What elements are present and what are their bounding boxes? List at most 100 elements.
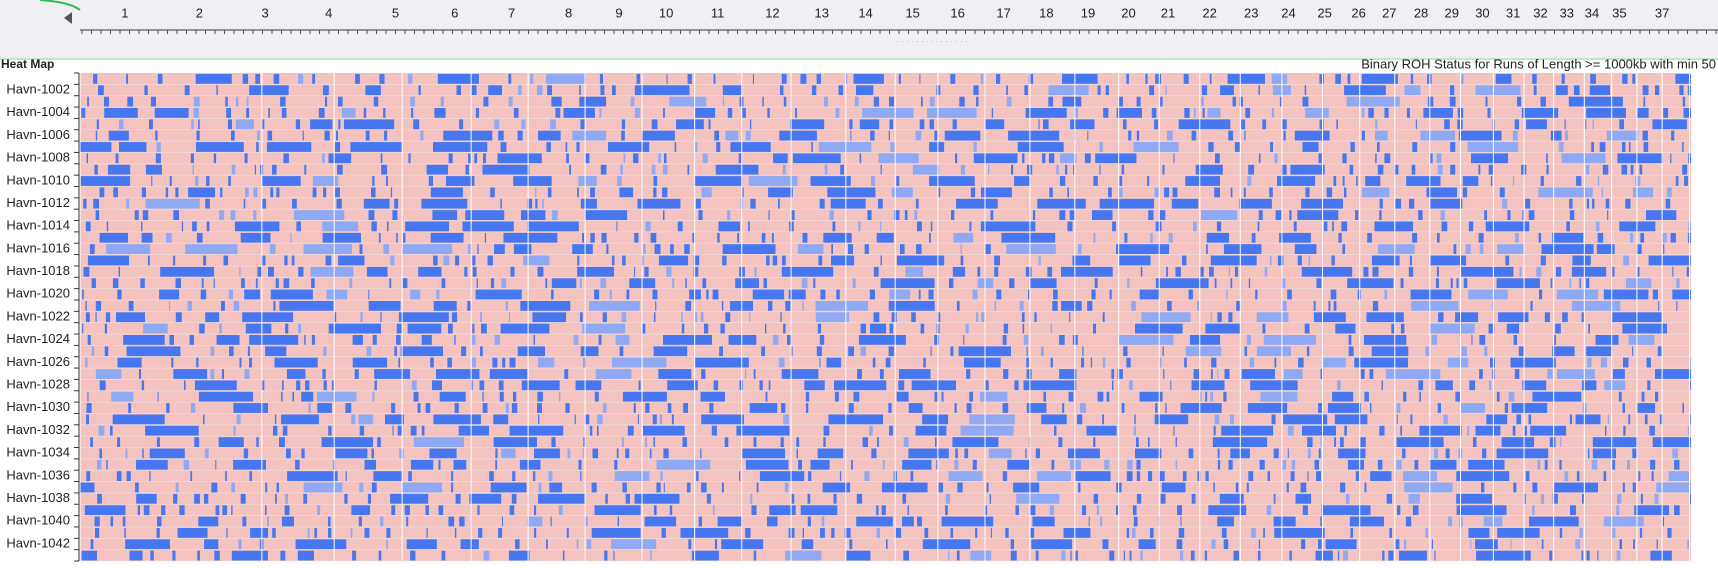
roh-segment: [456, 494, 461, 504]
roh-segment: [614, 460, 617, 470]
roh-segment: [889, 131, 890, 141]
roh-segment: [214, 278, 215, 288]
roh-segment: [534, 335, 535, 345]
roh-segment: [1382, 380, 1383, 390]
roh-segment: [978, 278, 994, 288]
roh-segment: [433, 415, 481, 425]
roh-segment: [1059, 369, 1076, 379]
roh-segment: [1087, 301, 1092, 311]
roh-segment: [1545, 312, 1550, 322]
roh-segment: [287, 369, 306, 379]
roh-segment: [476, 108, 479, 118]
roh-segment: [1060, 153, 1076, 163]
roh-segment: [1145, 74, 1147, 84]
sample-label: Havn-1032: [6, 422, 70, 437]
roh-segment: [818, 449, 844, 459]
drag-handle[interactable]: · · · · · · · · · · · · · · ·: [896, 37, 967, 46]
roh-segment: [365, 460, 377, 470]
roh-segment: [323, 233, 361, 243]
roh-segment: [709, 403, 713, 413]
roh-segment: [654, 437, 656, 447]
roh-segment: [396, 233, 398, 243]
roh-segment: [836, 108, 840, 118]
roh-segment: [1257, 312, 1289, 322]
roh-segment: [246, 324, 272, 334]
roh-segment: [283, 426, 288, 436]
roh-segment: [276, 188, 279, 198]
roh-segment: [509, 551, 530, 561]
roh-segment: [823, 233, 851, 243]
roh-segment: [483, 153, 486, 163]
roh-segment: [1372, 256, 1400, 266]
roh-segment: [878, 199, 883, 209]
roh-segment: [80, 142, 111, 152]
roh-segment: [1370, 403, 1371, 413]
sample-label: Havn-1038: [6, 490, 70, 505]
roh-segment: [645, 517, 677, 527]
roh-segment: [1455, 392, 1460, 402]
roh-segment: [1370, 471, 1391, 481]
roh-segment: [1091, 358, 1092, 368]
roh-segment: [1081, 358, 1084, 368]
roh-segment: [234, 426, 236, 436]
roh-segment: [619, 188, 633, 198]
roh-segment: [623, 392, 667, 402]
roh-segment: [1572, 301, 1621, 311]
roh-segment: [672, 278, 674, 288]
roh-segment: [736, 426, 789, 436]
roh-segment: [144, 505, 150, 515]
roh-segment: [504, 233, 558, 243]
roh-segment: [701, 483, 707, 493]
roh-segment: [681, 528, 729, 538]
roh-segment: [576, 142, 579, 152]
roh-segment: [205, 199, 210, 209]
roh-segment: [1163, 369, 1164, 379]
roh-segment: [1060, 176, 1065, 186]
roh-segment: [991, 210, 994, 220]
roh-segment: [1203, 108, 1205, 118]
roh-segment: [534, 505, 536, 515]
roh-segment: [310, 119, 332, 129]
roh-segment: [1532, 483, 1537, 493]
roh-segment: [969, 415, 1015, 425]
roh-segment: [1173, 188, 1178, 198]
roh-segment: [678, 222, 683, 232]
roh-segment: [973, 290, 978, 300]
roh-segment: [265, 346, 286, 356]
roh-segment: [1400, 426, 1402, 436]
roh-segment: [725, 312, 730, 322]
roh-segment: [459, 426, 489, 436]
roh-segment: [1623, 483, 1625, 493]
roh-segment: [581, 346, 599, 356]
roh-segment: [498, 528, 502, 538]
roh-segment: [1221, 426, 1273, 436]
roh-segment: [822, 517, 825, 527]
roh-segment: [808, 517, 811, 527]
roh-segment: [716, 165, 759, 175]
roh-segment: [454, 335, 455, 345]
roh-segment: [1469, 528, 1490, 538]
roh-segment: [1252, 233, 1256, 243]
roh-segment: [590, 426, 592, 436]
roh-segment: [767, 517, 778, 527]
roh-segment: [268, 267, 274, 277]
roh-segment: [313, 188, 317, 198]
roh-segment: [1650, 460, 1655, 470]
roh-segment: [158, 74, 163, 84]
roh-segment: [735, 278, 759, 288]
roh-segment: [499, 380, 504, 390]
roh-segment: [1404, 483, 1452, 493]
roh-segment: [1089, 517, 1090, 527]
roh-segment: [386, 176, 388, 186]
roh-segment: [226, 528, 227, 538]
roh-segment: [782, 74, 787, 84]
roh-segment: [150, 551, 154, 561]
roh-segment: [176, 278, 182, 288]
roh-segment: [1505, 256, 1509, 266]
chromosome-label: 11: [711, 5, 725, 20]
roh-segment: [119, 267, 121, 277]
roh-segment: [461, 539, 479, 549]
roh-segment: [1646, 210, 1676, 220]
roh-segment: [474, 153, 477, 163]
roh-segment: [206, 176, 209, 186]
